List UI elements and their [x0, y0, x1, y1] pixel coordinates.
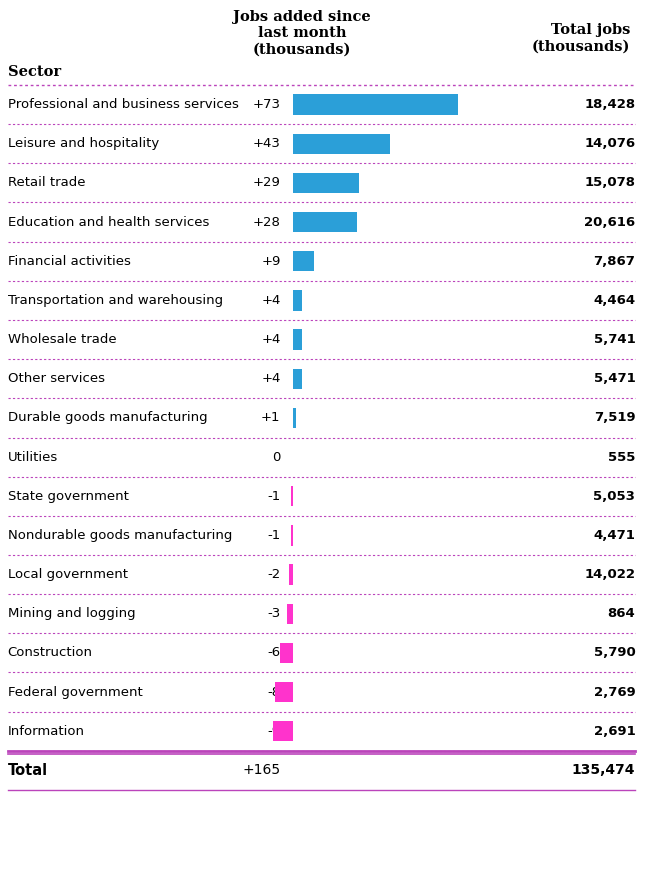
Bar [275, 682, 293, 702]
Text: 2,691: 2,691 [593, 724, 635, 738]
Text: Sector: Sector [8, 65, 61, 79]
Text: Total: Total [8, 763, 48, 778]
Text: Wholesale trade: Wholesale trade [8, 333, 116, 346]
Text: -1: -1 [267, 529, 281, 542]
Text: 864: 864 [608, 607, 635, 620]
Bar [293, 368, 303, 389]
Text: Local government: Local government [8, 568, 128, 581]
Text: +43: +43 [253, 137, 281, 150]
Bar [287, 603, 293, 624]
Bar [280, 643, 293, 663]
Text: 15,078: 15,078 [584, 176, 635, 190]
Bar [273, 721, 293, 741]
Text: 0: 0 [272, 450, 281, 464]
Text: 2,769: 2,769 [593, 685, 635, 699]
Text: Nondurable goods manufacturing: Nondurable goods manufacturing [8, 529, 232, 542]
Bar [292, 486, 293, 506]
Text: 5,790: 5,790 [593, 646, 635, 659]
Text: -1: -1 [267, 490, 281, 503]
Text: -6: -6 [268, 646, 281, 659]
Text: Utilities: Utilities [8, 450, 58, 464]
Bar [293, 290, 303, 311]
Bar [293, 251, 313, 271]
Text: 7,867: 7,867 [593, 255, 635, 268]
Bar [293, 94, 458, 115]
Text: Total jobs
(thousands): Total jobs (thousands) [532, 23, 630, 53]
Text: -2: -2 [267, 568, 281, 581]
Text: 4,464: 4,464 [593, 294, 635, 307]
Text: 7,519: 7,519 [593, 411, 635, 425]
Text: +1: +1 [261, 411, 281, 425]
Text: 5,053: 5,053 [593, 490, 635, 503]
Text: 5,471: 5,471 [593, 372, 635, 385]
Text: Other services: Other services [8, 372, 104, 385]
Text: 5,741: 5,741 [593, 333, 635, 346]
Text: 14,022: 14,022 [584, 568, 635, 581]
Bar [289, 564, 293, 585]
Bar [292, 525, 293, 546]
Text: +4: +4 [261, 372, 281, 385]
Text: +9: +9 [261, 255, 281, 268]
Text: +165: +165 [243, 764, 281, 778]
Text: 20,616: 20,616 [584, 215, 635, 229]
Text: Leisure and hospitality: Leisure and hospitality [8, 137, 159, 150]
Text: 135,474: 135,474 [572, 764, 635, 778]
Text: 4,471: 4,471 [593, 529, 635, 542]
Bar [293, 134, 390, 154]
Bar [293, 329, 303, 350]
Text: Information: Information [8, 724, 84, 738]
Bar [293, 173, 359, 193]
Text: 555: 555 [608, 450, 635, 464]
Text: State government: State government [8, 490, 128, 503]
Text: +28: +28 [253, 215, 281, 229]
Bar [293, 408, 295, 428]
Text: Jobs added since
last month
(thousands): Jobs added since last month (thousands) [233, 10, 371, 56]
Bar [293, 212, 357, 232]
Text: -9: -9 [268, 724, 281, 738]
Text: -8: -8 [268, 685, 281, 699]
Text: Financial activities: Financial activities [8, 255, 131, 268]
Text: -3: -3 [267, 607, 281, 620]
Text: Professional and business services: Professional and business services [8, 98, 239, 111]
Text: Durable goods manufacturing: Durable goods manufacturing [8, 411, 207, 425]
Text: +4: +4 [261, 294, 281, 307]
Text: +4: +4 [261, 333, 281, 346]
Text: Education and health services: Education and health services [8, 215, 209, 229]
Text: 18,428: 18,428 [584, 98, 635, 111]
Text: Federal government: Federal government [8, 685, 143, 699]
Text: Transportation and warehousing: Transportation and warehousing [8, 294, 223, 307]
Text: Mining and logging: Mining and logging [8, 607, 135, 620]
Text: 14,076: 14,076 [584, 137, 635, 150]
Text: Retail trade: Retail trade [8, 176, 85, 190]
Text: +29: +29 [253, 176, 281, 190]
Text: +73: +73 [253, 98, 281, 111]
Text: Construction: Construction [8, 646, 93, 659]
